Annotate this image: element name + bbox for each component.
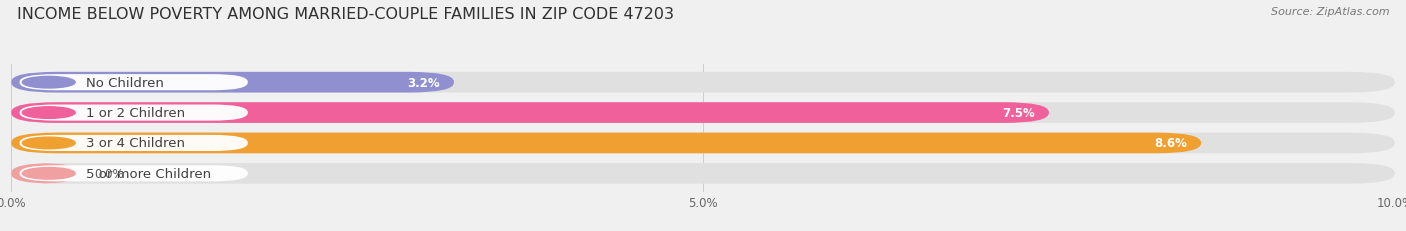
Text: 7.5%: 7.5% <box>1002 107 1035 120</box>
Circle shape <box>22 107 75 119</box>
FancyBboxPatch shape <box>20 135 247 151</box>
FancyBboxPatch shape <box>11 103 1395 123</box>
Text: 1 or 2 Children: 1 or 2 Children <box>86 107 186 120</box>
FancyBboxPatch shape <box>11 103 1049 123</box>
FancyBboxPatch shape <box>11 133 1201 154</box>
Text: Source: ZipAtlas.com: Source: ZipAtlas.com <box>1271 7 1389 17</box>
FancyBboxPatch shape <box>11 73 1395 93</box>
FancyBboxPatch shape <box>20 166 247 182</box>
Circle shape <box>22 77 75 89</box>
FancyBboxPatch shape <box>11 73 454 93</box>
Text: 8.6%: 8.6% <box>1154 137 1187 150</box>
Text: 3.2%: 3.2% <box>408 76 440 89</box>
Text: 3 or 4 Children: 3 or 4 Children <box>86 137 186 150</box>
FancyBboxPatch shape <box>11 163 1395 184</box>
Circle shape <box>22 137 75 149</box>
FancyBboxPatch shape <box>20 75 247 91</box>
Text: 5 or more Children: 5 or more Children <box>86 167 211 180</box>
Text: INCOME BELOW POVERTY AMONG MARRIED-COUPLE FAMILIES IN ZIP CODE 47203: INCOME BELOW POVERTY AMONG MARRIED-COUPL… <box>17 7 673 22</box>
FancyBboxPatch shape <box>20 105 247 121</box>
FancyBboxPatch shape <box>11 133 1395 154</box>
Text: 0.0%: 0.0% <box>94 167 124 180</box>
Circle shape <box>22 168 75 179</box>
Text: No Children: No Children <box>86 76 165 89</box>
FancyBboxPatch shape <box>11 163 80 184</box>
